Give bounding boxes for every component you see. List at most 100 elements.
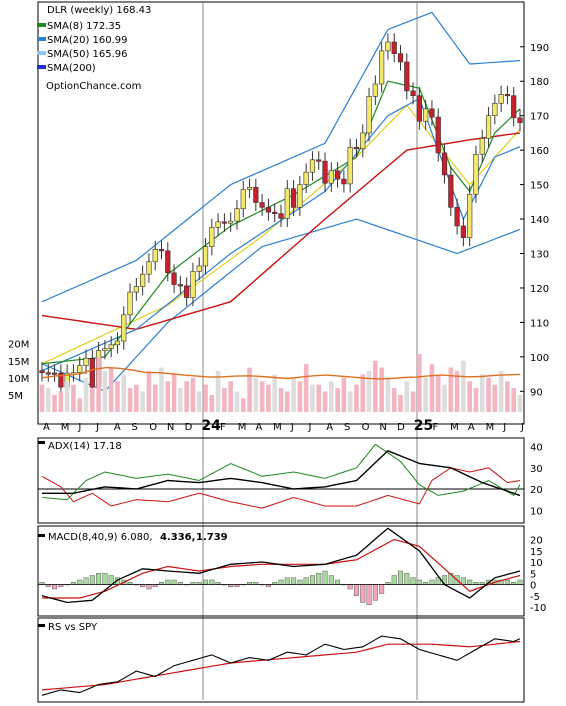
candle-body bbox=[234, 208, 240, 222]
volume-bar bbox=[203, 384, 208, 412]
month-label: J bbox=[95, 422, 99, 433]
candle-body bbox=[303, 171, 309, 185]
month-label: F bbox=[220, 422, 226, 433]
macd-line bbox=[41, 527, 521, 604]
candle-body bbox=[366, 96, 372, 134]
macd-histogram-bar bbox=[83, 577, 89, 585]
adx-tick-label: 20 bbox=[530, 485, 543, 496]
month-label: J bbox=[502, 422, 506, 433]
candle-body bbox=[190, 271, 196, 298]
volume-bar bbox=[429, 364, 435, 412]
macd-histogram-bar bbox=[203, 579, 209, 585]
volume-bar bbox=[385, 377, 391, 412]
volume-bar bbox=[134, 384, 139, 412]
candle-body bbox=[83, 357, 89, 366]
candle-body bbox=[341, 178, 347, 185]
month-label: D bbox=[185, 422, 193, 433]
macd-histogram-bar bbox=[77, 579, 83, 585]
price-tick-label: 120 bbox=[530, 284, 549, 295]
volume-bar bbox=[39, 384, 45, 412]
macd-histogram-bar bbox=[316, 573, 322, 585]
candle-body bbox=[253, 187, 259, 203]
volume-bar bbox=[253, 377, 259, 412]
volume-tick-label: 5M bbox=[8, 391, 23, 402]
adx-tick-label: 10 bbox=[530, 506, 543, 517]
adx-tick-label: 40 bbox=[530, 443, 543, 454]
candle-body bbox=[297, 184, 303, 208]
volume-bar bbox=[127, 388, 133, 412]
month-label: A bbox=[43, 422, 50, 433]
candle-body bbox=[423, 108, 429, 122]
candle-body bbox=[335, 170, 341, 180]
macd-histogram-bar bbox=[278, 579, 284, 585]
volume-bar bbox=[52, 394, 57, 412]
volume-bar bbox=[291, 377, 296, 412]
candle-body bbox=[228, 220, 234, 224]
candle-body bbox=[102, 348, 108, 351]
candle-body bbox=[379, 50, 385, 85]
candle-body bbox=[196, 265, 202, 272]
volume-bar bbox=[146, 371, 152, 412]
price-tick-label: 90 bbox=[530, 387, 543, 398]
volume-bar bbox=[467, 381, 472, 412]
month-label: O bbox=[149, 422, 157, 433]
volume-bar bbox=[45, 388, 51, 412]
candle-body bbox=[504, 94, 511, 97]
volume-bar bbox=[58, 391, 64, 412]
volume-tick-label: 10M bbox=[8, 374, 29, 385]
macd-title: MACD(8,40,9) 6.080, bbox=[48, 532, 153, 543]
volume-bar bbox=[322, 391, 328, 412]
volume-bar bbox=[234, 391, 240, 412]
volume-bar bbox=[228, 381, 233, 412]
minus-di-line bbox=[41, 467, 521, 509]
candle-body bbox=[171, 272, 177, 285]
candle-body bbox=[328, 170, 334, 184]
macd-histogram-bar bbox=[347, 584, 353, 590]
month-label: J bbox=[520, 422, 524, 433]
macd-histogram-bar bbox=[96, 573, 102, 585]
sma50-line bbox=[41, 104, 521, 365]
price-title: DLR (weekly) 168.43 bbox=[47, 5, 151, 16]
candle-body bbox=[372, 83, 378, 97]
candle-body bbox=[121, 314, 127, 342]
price-tick-label: 110 bbox=[530, 318, 549, 329]
legend-swatch bbox=[37, 51, 46, 55]
volume-bar bbox=[410, 391, 416, 412]
candle-body bbox=[416, 95, 422, 122]
candle-body bbox=[441, 152, 448, 176]
price-tick-label: 180 bbox=[530, 77, 549, 88]
month-label: O bbox=[362, 422, 370, 433]
price-tick-label: 170 bbox=[530, 112, 549, 123]
candle-body bbox=[184, 285, 190, 298]
macd-tick-label: 20 bbox=[530, 536, 543, 547]
volume-bar bbox=[247, 367, 252, 412]
macd-histogram-bar bbox=[410, 577, 416, 585]
candle-body bbox=[309, 159, 316, 173]
candle-body bbox=[347, 147, 353, 185]
candle-body bbox=[467, 193, 473, 238]
volume-bar bbox=[96, 357, 101, 412]
candle-body bbox=[284, 188, 290, 219]
volume-bar bbox=[341, 377, 347, 412]
month-label: M bbox=[273, 422, 282, 433]
volume-bar bbox=[354, 384, 359, 412]
adx-panel-frame bbox=[37, 437, 525, 524]
volume-bar bbox=[266, 384, 271, 412]
volume-tick-label: 20M bbox=[8, 340, 29, 351]
candle-body bbox=[265, 207, 272, 213]
candle-body bbox=[77, 365, 83, 374]
month-label: A bbox=[468, 422, 475, 433]
legend-label: SMA(20) 160.99 bbox=[47, 35, 128, 46]
volume-bar bbox=[152, 384, 158, 412]
price-tick-label: 130 bbox=[530, 250, 549, 261]
volume-bar bbox=[171, 374, 177, 412]
macd-histogram-bar bbox=[328, 575, 334, 585]
macd-histogram-bar bbox=[429, 579, 435, 585]
candle-body bbox=[215, 221, 221, 228]
volume-bar bbox=[240, 398, 246, 412]
volume-bar bbox=[272, 374, 278, 412]
candle-body bbox=[209, 227, 215, 247]
candle-body bbox=[39, 370, 45, 374]
macd-histogram-bar bbox=[391, 575, 397, 585]
month-label: M bbox=[450, 422, 459, 433]
